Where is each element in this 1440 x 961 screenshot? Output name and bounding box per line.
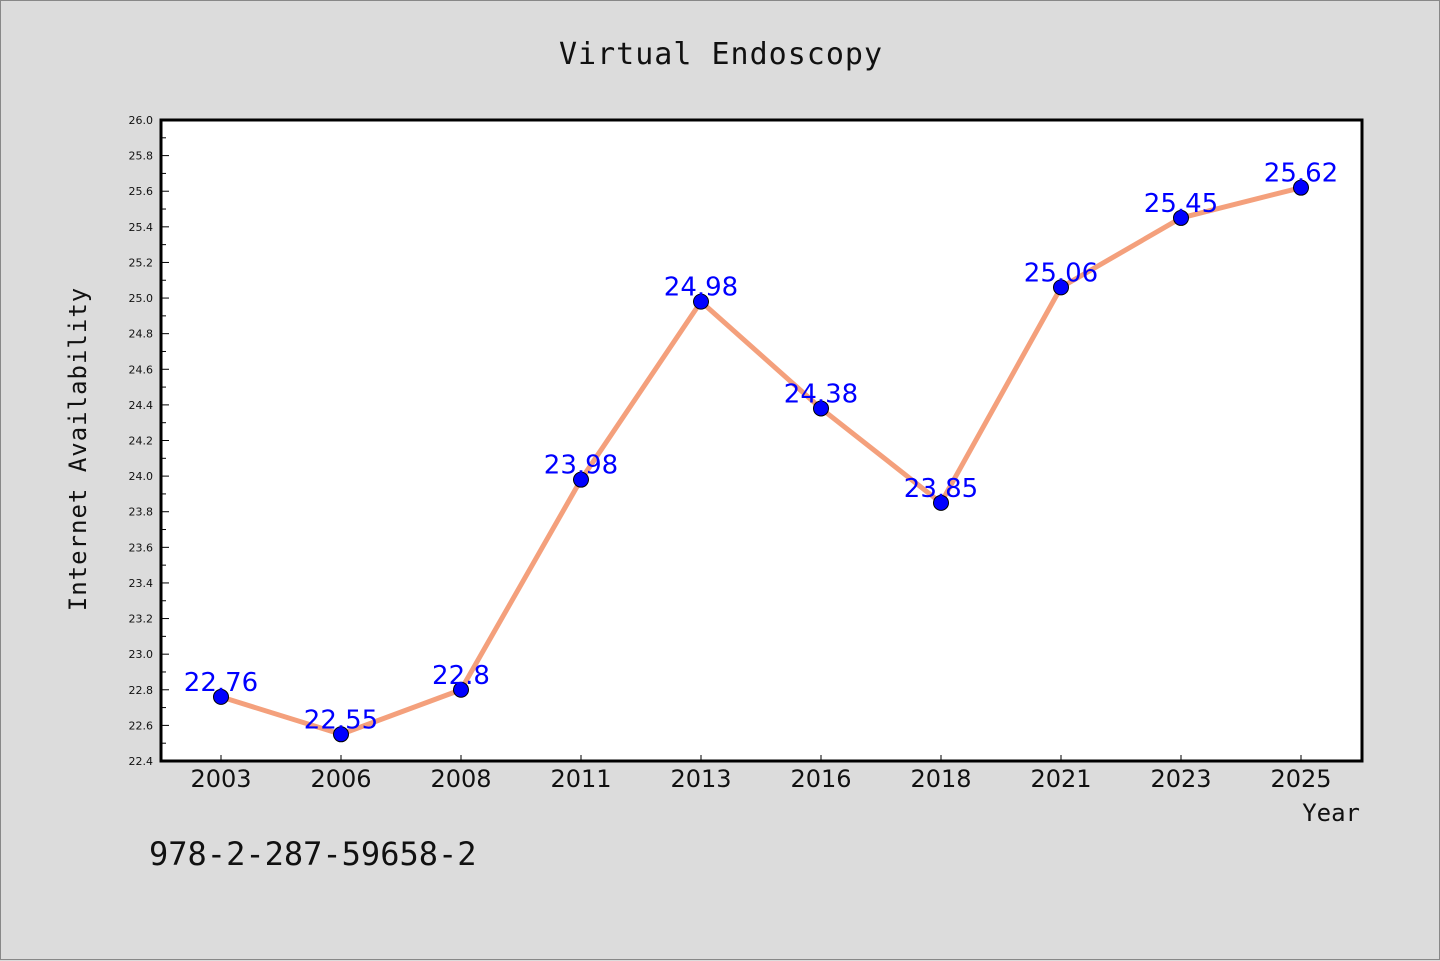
y-tick-label: 24.2 [129, 435, 154, 448]
x-tick-label: 2021 [1030, 765, 1091, 793]
x-tick-label: 2018 [910, 765, 971, 793]
y-tick-label: 23.0 [129, 648, 154, 661]
y-tick-label: 26.0 [129, 114, 154, 127]
y-axis-label: Internet Availability [64, 287, 92, 611]
x-tick-label: 2011 [550, 765, 611, 793]
data-point [693, 293, 709, 310]
data-label-group: 22.76 22.55 22.8 23.98 24.98 24.38 23.85 25.06 2… [184, 159, 1338, 736]
y-tick-label: 25.4 [129, 221, 154, 234]
isbn-text: 978-2-287-59658-2 [149, 835, 477, 873]
marker-group [213, 179, 1309, 743]
data-point [573, 471, 589, 488]
y-tick-label: 25.6 [129, 185, 154, 198]
data-point [1293, 179, 1309, 196]
data-label: 25.06 [1024, 258, 1098, 288]
data-point [213, 688, 229, 705]
data-label: 22.8 [432, 661, 490, 691]
data-label: 23.85 [904, 474, 978, 504]
y-tick-label: 24.0 [129, 470, 154, 483]
y-tick-label: 23.8 [129, 506, 154, 519]
data-label: 24.98 [664, 273, 738, 303]
x-tick-label: 2006 [310, 765, 371, 793]
y-tick-label: 24.4 [129, 399, 154, 412]
y-tick-label: 24.6 [129, 363, 154, 376]
y-tick-label: 25.2 [129, 256, 154, 269]
data-point [933, 494, 949, 511]
data-label: 22.76 [184, 668, 258, 698]
y-tick-label: 24.8 [129, 328, 154, 341]
x-axis-label: Year [1302, 799, 1360, 827]
x-axis-ticks: 2003 2006 2008 2011 2013 2016 2018 2021 2023 2025 [190, 755, 1332, 793]
y-tick-label: 23.6 [129, 541, 154, 554]
series-line-group [218, 185, 1304, 737]
y-tick-label: 22.4 [129, 755, 154, 768]
x-tick-label: 2025 [1270, 765, 1331, 793]
y-axis-ticks: 22.4 22.6 22.8 23.0 23.2 23.4 23.6 23.8 24.0 24.2… [129, 114, 169, 768]
x-tick-label: 2003 [190, 765, 251, 793]
data-point [813, 400, 829, 417]
data-point [333, 726, 349, 743]
y-tick-label: 25.0 [129, 292, 154, 305]
y-tick-label: 25.8 [129, 150, 154, 163]
data-point [1053, 279, 1069, 296]
y-tick-label: 23.4 [129, 577, 154, 590]
x-tick-label: 2016 [790, 765, 851, 793]
data-label: 22.55 [304, 705, 378, 735]
y-tick-label: 22.6 [129, 719, 154, 732]
y-tick-label: 22.8 [129, 684, 154, 697]
x-tick-label: 2008 [430, 765, 491, 793]
data-label: 24.38 [784, 379, 858, 409]
y-tick-label: 23.2 [129, 613, 154, 626]
x-tick-label: 2023 [1150, 765, 1211, 793]
data-point [453, 681, 469, 698]
x-tick-label: 2013 [670, 765, 731, 793]
data-label: 25.45 [1144, 189, 1218, 219]
data-point [1173, 209, 1189, 226]
series-line [218, 185, 1304, 737]
data-label: 23.98 [544, 451, 618, 481]
chart-title: Virtual Endoscopy [559, 37, 883, 72]
data-label: 25.62 [1264, 159, 1338, 189]
